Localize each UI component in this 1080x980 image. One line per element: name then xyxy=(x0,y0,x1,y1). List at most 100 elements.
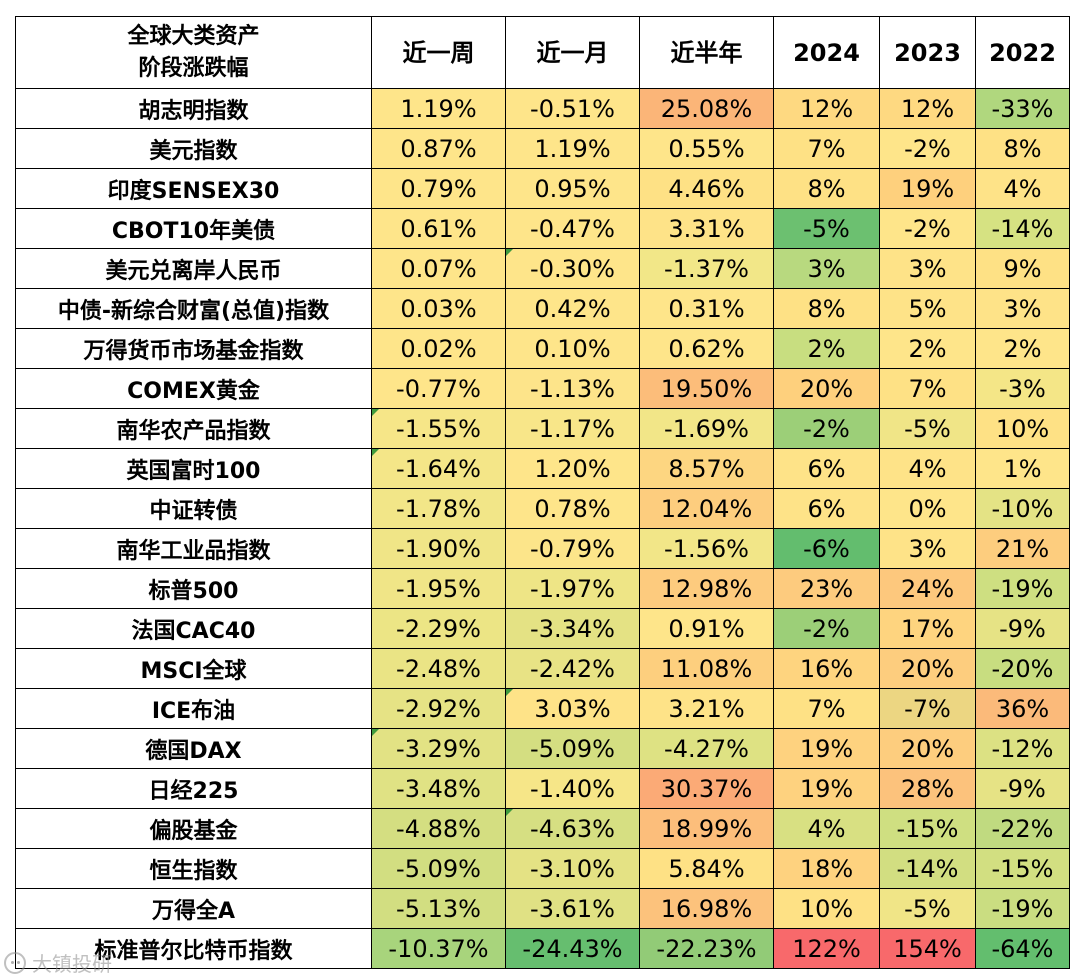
value-cell: -1.17% xyxy=(505,408,640,449)
value-cell: -9% xyxy=(975,608,1070,649)
value-cell: 19% xyxy=(773,728,880,769)
header-row: 全球大类资产 阶段涨跌幅 近一周 近一月 近半年 2024 2023 2022 xyxy=(15,16,1070,89)
value-cell: -0.30% xyxy=(505,248,640,289)
value-cell: 4% xyxy=(975,168,1070,209)
value-cell: 18.99% xyxy=(639,808,774,849)
value-cell: -2% xyxy=(879,208,976,249)
value-cell: -1.95% xyxy=(371,568,506,609)
value-cell: -15% xyxy=(879,808,976,849)
value-cell: -5.13% xyxy=(371,888,506,929)
value-cell: -5.09% xyxy=(505,728,640,769)
row-label: 标准普尔比特币指数 xyxy=(15,928,372,969)
value-cell: 19% xyxy=(773,768,880,809)
value-cell: 6% xyxy=(773,448,880,489)
row-label: 偏股基金 xyxy=(15,808,372,849)
row-label: 万得货币市场基金指数 xyxy=(15,328,372,369)
value-cell: -2% xyxy=(773,408,880,449)
value-cell: 12.98% xyxy=(639,568,774,609)
value-cell: -22.23% xyxy=(639,928,774,969)
value-cell: -4.88% xyxy=(371,808,506,849)
col-header-2023: 2023 xyxy=(879,16,976,89)
value-cell: 4% xyxy=(879,448,976,489)
row-label: 胡志明指数 xyxy=(15,88,372,129)
table-row: 德国DAX -3.29% -5.09% -4.27% 19% 20% -12% xyxy=(15,728,1070,769)
value-cell: 4.46% xyxy=(639,168,774,209)
col-header-2024: 2024 xyxy=(773,16,880,89)
value-cell: 0.31% xyxy=(639,288,774,329)
value-cell: 3% xyxy=(975,288,1070,329)
value-cell: 0.55% xyxy=(639,128,774,169)
corner-header: 全球大类资产 阶段涨跌幅 xyxy=(15,16,372,89)
value-cell: 7% xyxy=(773,128,880,169)
value-cell: -1.64% xyxy=(371,448,506,489)
value-cell: -2.92% xyxy=(371,688,506,729)
value-cell: 7% xyxy=(773,688,880,729)
value-cell: -12% xyxy=(975,728,1070,769)
value-cell: 10% xyxy=(773,888,880,929)
row-label: 恒生指数 xyxy=(15,848,372,889)
col-header-2022: 2022 xyxy=(975,16,1070,89)
value-cell: 19% xyxy=(879,168,976,209)
value-cell: 18% xyxy=(773,848,880,889)
row-label: 南华农产品指数 xyxy=(15,408,372,449)
value-cell: 154% xyxy=(879,928,976,969)
value-cell: 20% xyxy=(879,648,976,689)
table-row: 胡志明指数 1.19% -0.51% 25.08% 12% 12% -33% xyxy=(15,88,1070,129)
value-cell: -6% xyxy=(773,528,880,569)
row-label: 法国CAC40 xyxy=(15,608,372,649)
value-cell: 0% xyxy=(879,488,976,529)
value-cell: 19.50% xyxy=(639,368,774,409)
value-cell: 28% xyxy=(879,768,976,809)
value-cell: 4% xyxy=(773,808,880,849)
value-cell: 0.02% xyxy=(371,328,506,369)
value-cell: 0.61% xyxy=(371,208,506,249)
value-cell: 1.19% xyxy=(505,128,640,169)
table-row: 日经225 -3.48% -1.40% 30.37% 19% 28% -9% xyxy=(15,768,1070,809)
table-row: MSCI全球 -2.48% -2.42% 11.08% 16% 20% -20% xyxy=(15,648,1070,689)
value-cell: 0.91% xyxy=(639,608,774,649)
table-row: 恒生指数 -5.09% -3.10% 5.84% 18% -14% -15% xyxy=(15,848,1070,889)
value-cell: -7% xyxy=(879,688,976,729)
value-cell: -1.56% xyxy=(639,528,774,569)
table-row: 标普500 -1.95% -1.97% 12.98% 23% 24% -19% xyxy=(15,568,1070,609)
value-cell: -1.13% xyxy=(505,368,640,409)
value-cell: 0.78% xyxy=(505,488,640,529)
value-cell: 6% xyxy=(773,488,880,529)
value-cell: -20% xyxy=(975,648,1070,689)
value-cell: -1.78% xyxy=(371,488,506,529)
value-cell: -64% xyxy=(975,928,1070,969)
asset-returns-table: 全球大类资产 阶段涨跌幅 近一周 近一月 近半年 2024 2023 2022 … xyxy=(15,16,1070,969)
row-label: 德国DAX xyxy=(15,728,372,769)
table-row: CBOT10年美债 0.61% -0.47% 3.31% -5% -2% -14% xyxy=(15,208,1070,249)
value-cell: 2% xyxy=(773,328,880,369)
value-cell: -19% xyxy=(975,568,1070,609)
row-label: 南华工业品指数 xyxy=(15,528,372,569)
value-cell: -10% xyxy=(975,488,1070,529)
value-cell: 21% xyxy=(975,528,1070,569)
col-header-1m: 近一月 xyxy=(505,16,640,89)
col-header-1w: 近一周 xyxy=(371,16,506,89)
corner-title-line2: 阶段涨跌幅 xyxy=(138,55,249,81)
value-cell: 36% xyxy=(975,688,1070,729)
value-cell: -24.43% xyxy=(505,928,640,969)
value-cell: -9% xyxy=(975,768,1070,809)
value-cell: 2% xyxy=(879,328,976,369)
value-cell: 24% xyxy=(879,568,976,609)
corner-title-line1: 全球大类资产 xyxy=(127,23,260,49)
value-cell: 20% xyxy=(879,728,976,769)
table-row: 英国富时100 -1.64% 1.20% 8.57% 6% 4% 1% xyxy=(15,448,1070,489)
table-row: 美元指数 0.87% 1.19% 0.55% 7% -2% 8% xyxy=(15,128,1070,169)
table-row: 万得全A -5.13% -3.61% 16.98% 10% -5% -19% xyxy=(15,888,1070,929)
table-body: 胡志明指数 1.19% -0.51% 25.08% 12% 12% -33% 美元指数 0.87… xyxy=(15,88,1070,969)
value-cell: 8% xyxy=(773,168,880,209)
table-row: 中证转债 -1.78% 0.78% 12.04% 6% 0% -10% xyxy=(15,488,1070,529)
value-cell: -14% xyxy=(975,208,1070,249)
value-cell: 3.31% xyxy=(639,208,774,249)
value-cell: 5% xyxy=(879,288,976,329)
value-cell: 12% xyxy=(773,88,880,129)
value-cell: -2.42% xyxy=(505,648,640,689)
value-cell: -33% xyxy=(975,88,1070,129)
value-cell: 16.98% xyxy=(639,888,774,929)
table-row: 偏股基金 -4.88% -4.63% 18.99% 4% -15% -22% xyxy=(15,808,1070,849)
row-label: 印度SENSEX30 xyxy=(15,168,372,209)
